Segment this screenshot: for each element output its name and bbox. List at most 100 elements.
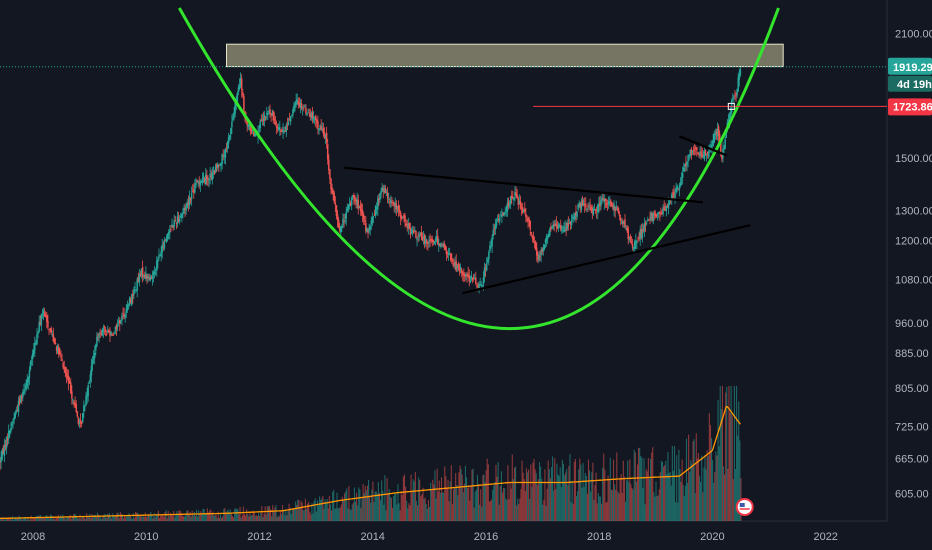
candle-body bbox=[708, 151, 710, 157]
volume-bar bbox=[460, 468, 462, 521]
volume-bar bbox=[363, 493, 365, 521]
volume-bar bbox=[657, 495, 659, 521]
volume-bar bbox=[595, 472, 597, 521]
candle-body bbox=[260, 120, 263, 122]
candle-body bbox=[589, 205, 591, 207]
volume-bar bbox=[550, 467, 553, 521]
volume-bar bbox=[472, 468, 474, 521]
volume-bar bbox=[143, 517, 145, 521]
volume-bar bbox=[329, 504, 331, 521]
volume-bar bbox=[717, 400, 719, 521]
candle-body bbox=[604, 198, 607, 202]
candle-body bbox=[694, 147, 697, 150]
candle-body bbox=[360, 209, 363, 212]
volume-bar bbox=[396, 504, 398, 521]
candle-body bbox=[378, 198, 380, 201]
candle-body bbox=[277, 127, 280, 131]
volume-bar bbox=[105, 518, 107, 521]
candle-body bbox=[79, 420, 82, 424]
candle-body bbox=[212, 171, 215, 173]
volume-bar bbox=[117, 513, 119, 521]
volume-bar bbox=[734, 469, 737, 521]
volume-bar bbox=[669, 472, 671, 521]
candle-body bbox=[481, 285, 484, 287]
volume-bar bbox=[712, 460, 714, 521]
volume-bar bbox=[691, 463, 693, 521]
candle-body bbox=[382, 188, 384, 192]
volume-bar bbox=[447, 479, 449, 521]
volume-bar bbox=[444, 466, 446, 521]
candle-body bbox=[55, 346, 58, 351]
volume-bar bbox=[585, 475, 587, 521]
volume-bar bbox=[166, 518, 168, 521]
volume-bar bbox=[51, 515, 53, 521]
volume-bar bbox=[626, 480, 628, 521]
candle-body bbox=[11, 422, 13, 427]
volume-bar bbox=[728, 386, 730, 521]
candle-body bbox=[713, 133, 715, 143]
volume-bar bbox=[579, 458, 581, 521]
candle-body bbox=[608, 201, 611, 204]
volume-bar bbox=[715, 451, 717, 521]
candle-body bbox=[191, 191, 194, 192]
candle-body bbox=[268, 110, 270, 113]
volume-bar bbox=[692, 441, 694, 521]
volume-bar bbox=[687, 482, 689, 521]
candle-body bbox=[247, 124, 249, 128]
volume-bar bbox=[501, 492, 504, 521]
volume-bar bbox=[66, 516, 68, 521]
candle-body bbox=[626, 227, 628, 231]
candle-body bbox=[561, 230, 563, 231]
candle-body bbox=[184, 207, 186, 211]
candle-body bbox=[411, 231, 414, 232]
volume-bar bbox=[670, 485, 672, 521]
volume-bar bbox=[215, 514, 217, 521]
candle-body bbox=[480, 284, 482, 286]
volume-bar bbox=[593, 500, 595, 521]
candle-body bbox=[258, 129, 260, 131]
volume-bar bbox=[158, 517, 161, 521]
candle-body bbox=[142, 274, 145, 276]
volume-bar bbox=[484, 482, 486, 521]
candle-body bbox=[18, 398, 21, 403]
candle-body bbox=[585, 203, 587, 208]
volume-bar bbox=[75, 514, 77, 521]
volume-bar bbox=[28, 519, 30, 521]
volume-bar bbox=[415, 500, 418, 521]
candle-body bbox=[475, 277, 477, 284]
volume-bar bbox=[82, 516, 84, 521]
volume-bar bbox=[352, 502, 354, 521]
candle-body bbox=[98, 334, 100, 338]
volume-bar bbox=[129, 515, 131, 521]
volume-bar bbox=[719, 386, 721, 521]
candle-body bbox=[10, 428, 12, 432]
volume-bar bbox=[60, 516, 63, 521]
volume-bar bbox=[487, 464, 489, 521]
volume-bar bbox=[565, 472, 567, 521]
volume-bar bbox=[139, 515, 141, 521]
candle-body bbox=[345, 211, 347, 219]
candle-body bbox=[385, 194, 388, 196]
candle-body bbox=[661, 211, 663, 214]
candle-body bbox=[214, 166, 217, 173]
candle-body bbox=[61, 359, 63, 361]
candle-body bbox=[125, 308, 128, 313]
candle-body bbox=[526, 219, 528, 220]
volume-bar bbox=[603, 453, 605, 521]
candle-body bbox=[468, 275, 471, 282]
candle-body bbox=[347, 205, 350, 210]
candle-body bbox=[114, 326, 117, 331]
candle-body bbox=[71, 391, 73, 399]
candle-body bbox=[34, 343, 36, 351]
candle-body bbox=[250, 129, 253, 132]
volume-bar bbox=[682, 484, 684, 521]
candle-body bbox=[126, 304, 129, 310]
candle-body bbox=[521, 207, 524, 213]
candle-body bbox=[288, 119, 291, 121]
volume-bar bbox=[247, 514, 249, 521]
volume-bar bbox=[654, 496, 656, 521]
candle-body bbox=[185, 207, 187, 211]
volume-bar bbox=[708, 413, 710, 521]
candle-body bbox=[615, 206, 617, 210]
